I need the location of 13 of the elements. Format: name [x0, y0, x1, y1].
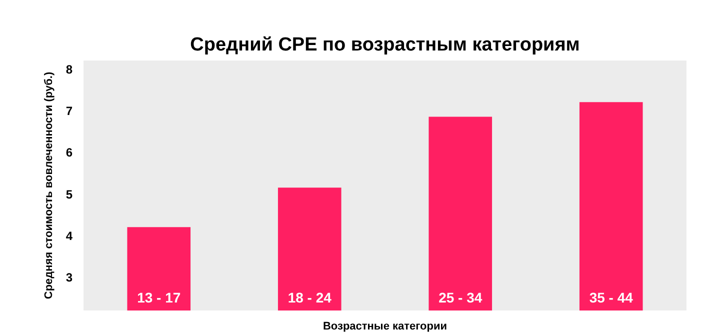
x-tick-label: 35 - 44 — [589, 290, 634, 306]
y-tick-label: 4 — [66, 229, 73, 243]
x-tick-label: 25 - 34 — [438, 290, 482, 306]
y-tick-label: 8 — [66, 62, 73, 76]
y-tick-label: 7 — [66, 104, 73, 118]
x-axis-title: Возрастные категории — [322, 320, 448, 332]
y-axis-title: Средняя стоимость вовлеченности (руб.) — [42, 72, 55, 300]
y-tick-label: 6 — [66, 146, 73, 160]
y-tick-label: 5 — [66, 187, 73, 202]
x-tick-label: 13 - 17 — [137, 290, 181, 306]
x-tick-label: 18 - 24 — [288, 290, 332, 306]
y-tick-label: 3 — [66, 270, 73, 285]
chart-title: Средний CPE по возрастным категориям — [190, 34, 580, 56]
